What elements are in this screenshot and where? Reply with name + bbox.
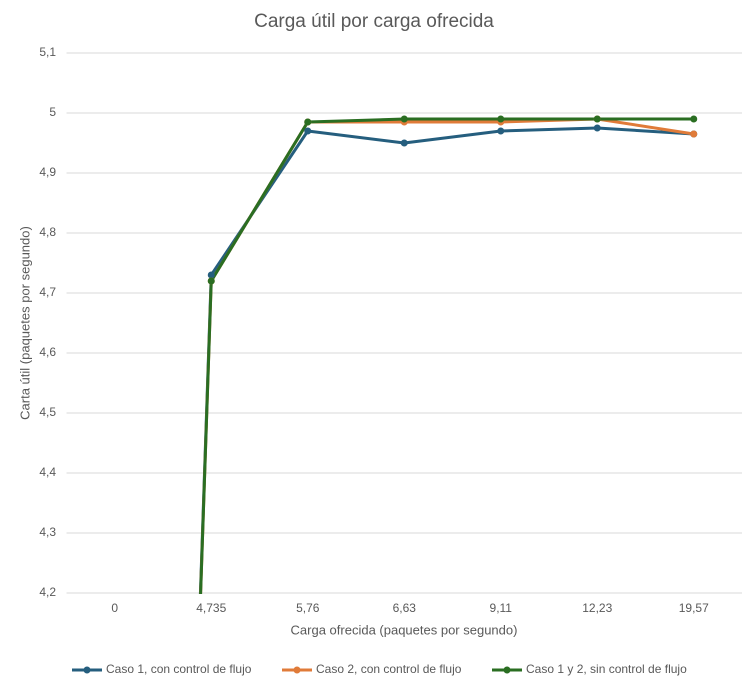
y-tick-label: 4,8 xyxy=(39,225,56,239)
y-tick-label: 4,2 xyxy=(39,585,56,599)
x-tick-label: 0 xyxy=(111,601,118,615)
data-point xyxy=(593,124,601,132)
y-tick-label: 4,6 xyxy=(39,345,56,359)
y-tick-label: 4,5 xyxy=(39,405,56,419)
x-axis-title: Carga ofrecida (paquetes por segundo) xyxy=(291,622,518,637)
data-point xyxy=(690,115,698,123)
legend-marker xyxy=(503,666,511,674)
y-axis-title: Carta útil (paquetes por segundo) xyxy=(17,226,32,420)
plot-area xyxy=(198,115,698,594)
chart-title: Carga útil por carga ofrecida xyxy=(254,11,494,32)
data-point xyxy=(400,115,408,123)
x-tick-label: 19,57 xyxy=(679,601,709,615)
x-tick-label: 5,76 xyxy=(296,601,320,615)
x-tick-label: 6,63 xyxy=(393,601,417,615)
data-point xyxy=(304,127,312,135)
y-tick-label: 4,4 xyxy=(39,465,56,479)
x-tick-label: 12,23 xyxy=(582,601,612,615)
legend-label: Caso 1 y 2, sin control de flujo xyxy=(526,662,687,676)
y-tick-label: 4,9 xyxy=(39,165,56,179)
x-tick-label: 4,735 xyxy=(196,601,226,615)
data-point xyxy=(207,277,215,285)
y-tick-label: 5 xyxy=(49,105,56,119)
y-tick-label: 4,3 xyxy=(39,525,56,539)
legend-label: Caso 2, con control de flujo xyxy=(316,662,462,676)
legend-label: Caso 1, con control de flujo xyxy=(106,662,252,676)
legend-marker xyxy=(293,666,301,674)
data-point xyxy=(497,115,505,123)
y-tick-label: 4,7 xyxy=(39,285,56,299)
data-point xyxy=(400,139,408,147)
data-point xyxy=(304,118,312,126)
data-point xyxy=(207,271,215,279)
data-point xyxy=(497,127,505,135)
x-tick-label: 9,11 xyxy=(490,601,513,615)
data-point xyxy=(690,130,698,138)
legend-marker xyxy=(83,666,91,674)
data-point xyxy=(593,115,601,123)
y-tick-label: 5,1 xyxy=(39,45,56,59)
